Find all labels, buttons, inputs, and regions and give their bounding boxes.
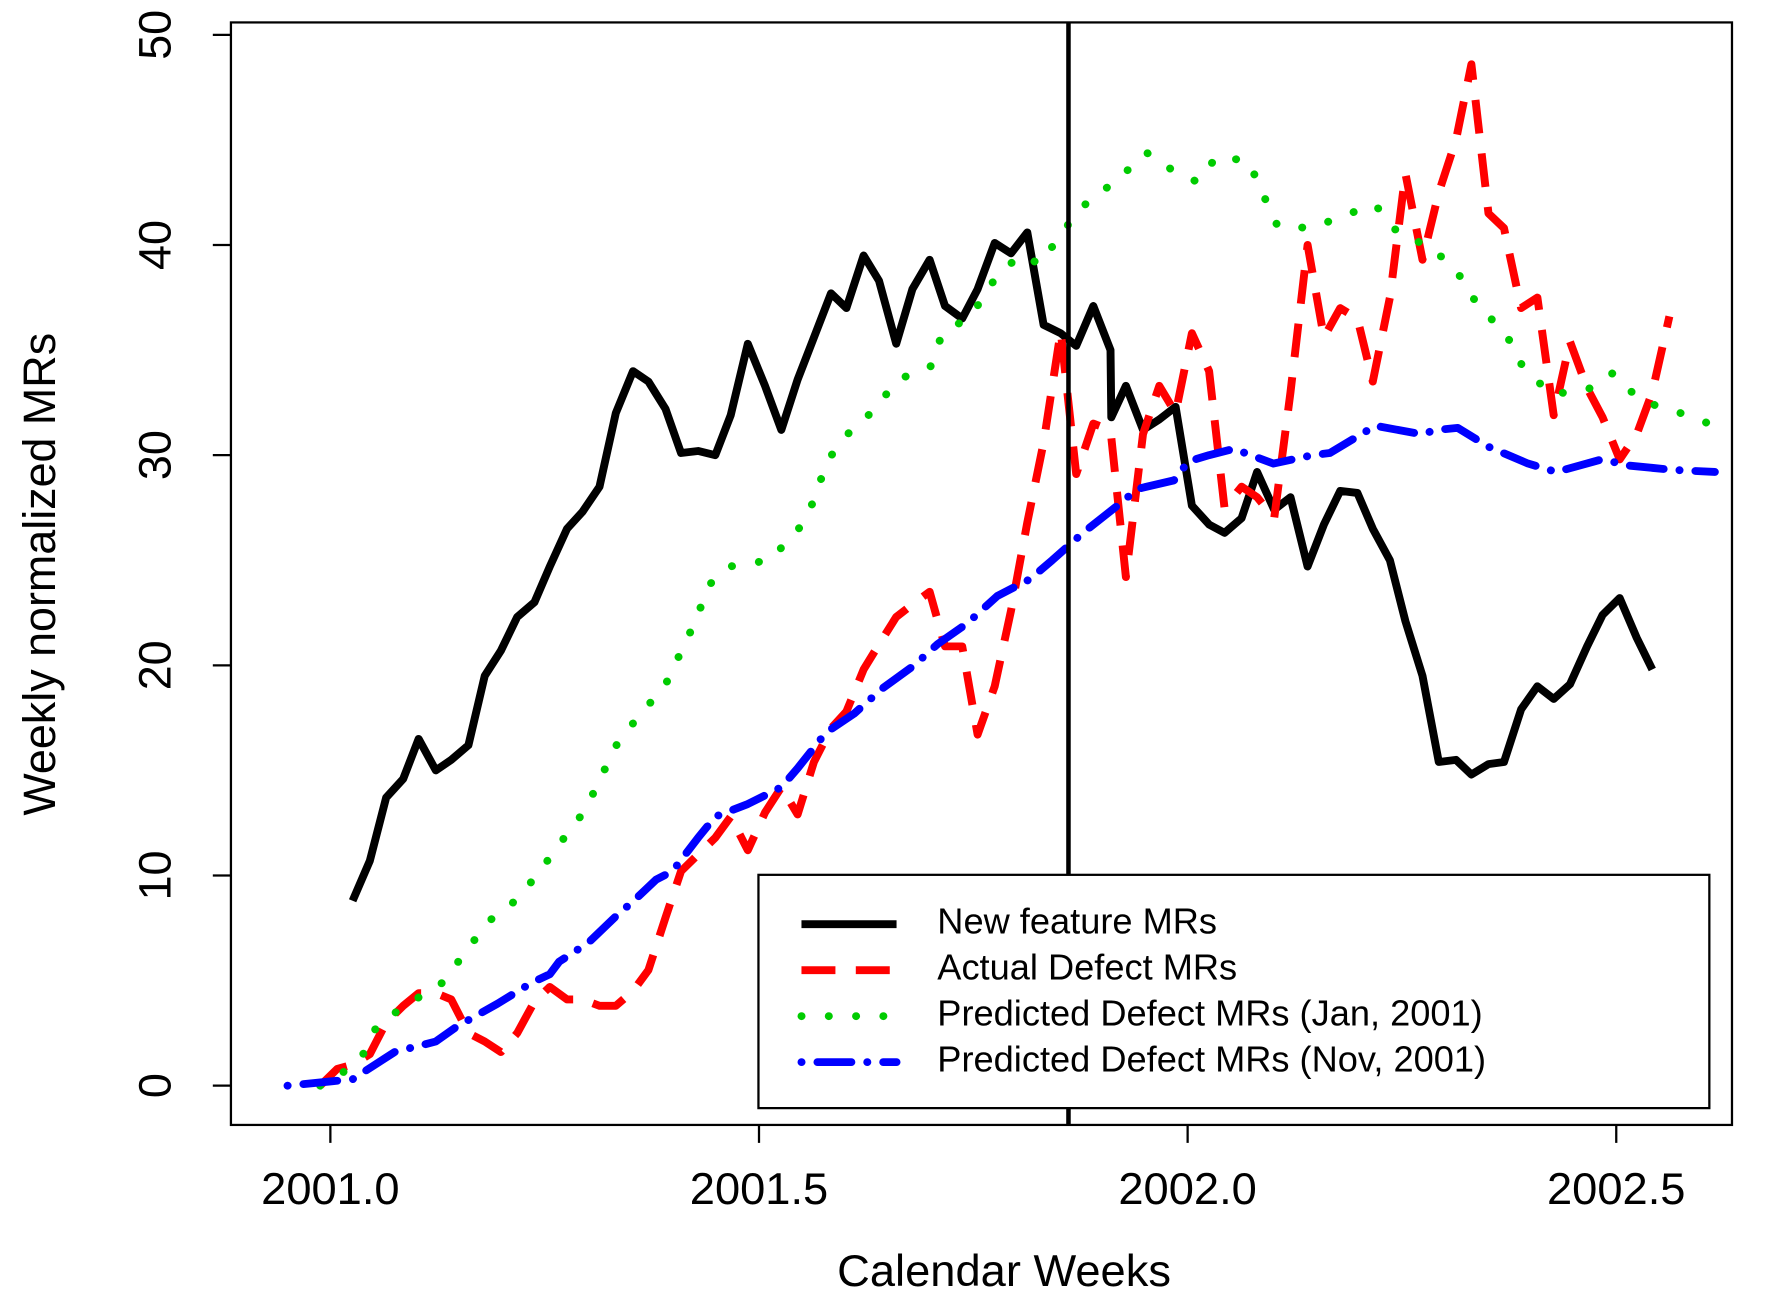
plot-frame [229,21,1734,1127]
y-tick-label: 0 [129,1073,180,1098]
x-tick-label: 2002.0 [1118,1163,1256,1214]
x-tick-label: 2001.0 [261,1163,399,1214]
y-tick-label: 20 [129,640,180,690]
series-line [283,421,1719,1090]
y-axis-label: Weekly normalized MRs [14,333,65,816]
series-line [348,228,1656,903]
y-tick-label: 40 [129,220,180,270]
legend-label: Predicted Defect MRs (Nov, 2001) [937,1039,1486,1080]
legend-box [757,873,1711,1110]
legend-label: New feature MRs [937,901,1217,942]
y-tick-label: 50 [129,10,180,60]
legend-label: Predicted Defect MRs (Jan, 2001) [937,993,1482,1034]
x-axis-label: Calendar Weeks [837,1245,1171,1296]
legend-label: Actual Defect MRs [937,947,1237,988]
x-tick-label: 2002.5 [1547,1163,1685,1214]
x-tick-label: 2001.5 [690,1163,828,1214]
series-line [317,60,1674,1089]
y-tick-label: 10 [129,851,180,901]
y-tick-label: 30 [129,430,180,480]
